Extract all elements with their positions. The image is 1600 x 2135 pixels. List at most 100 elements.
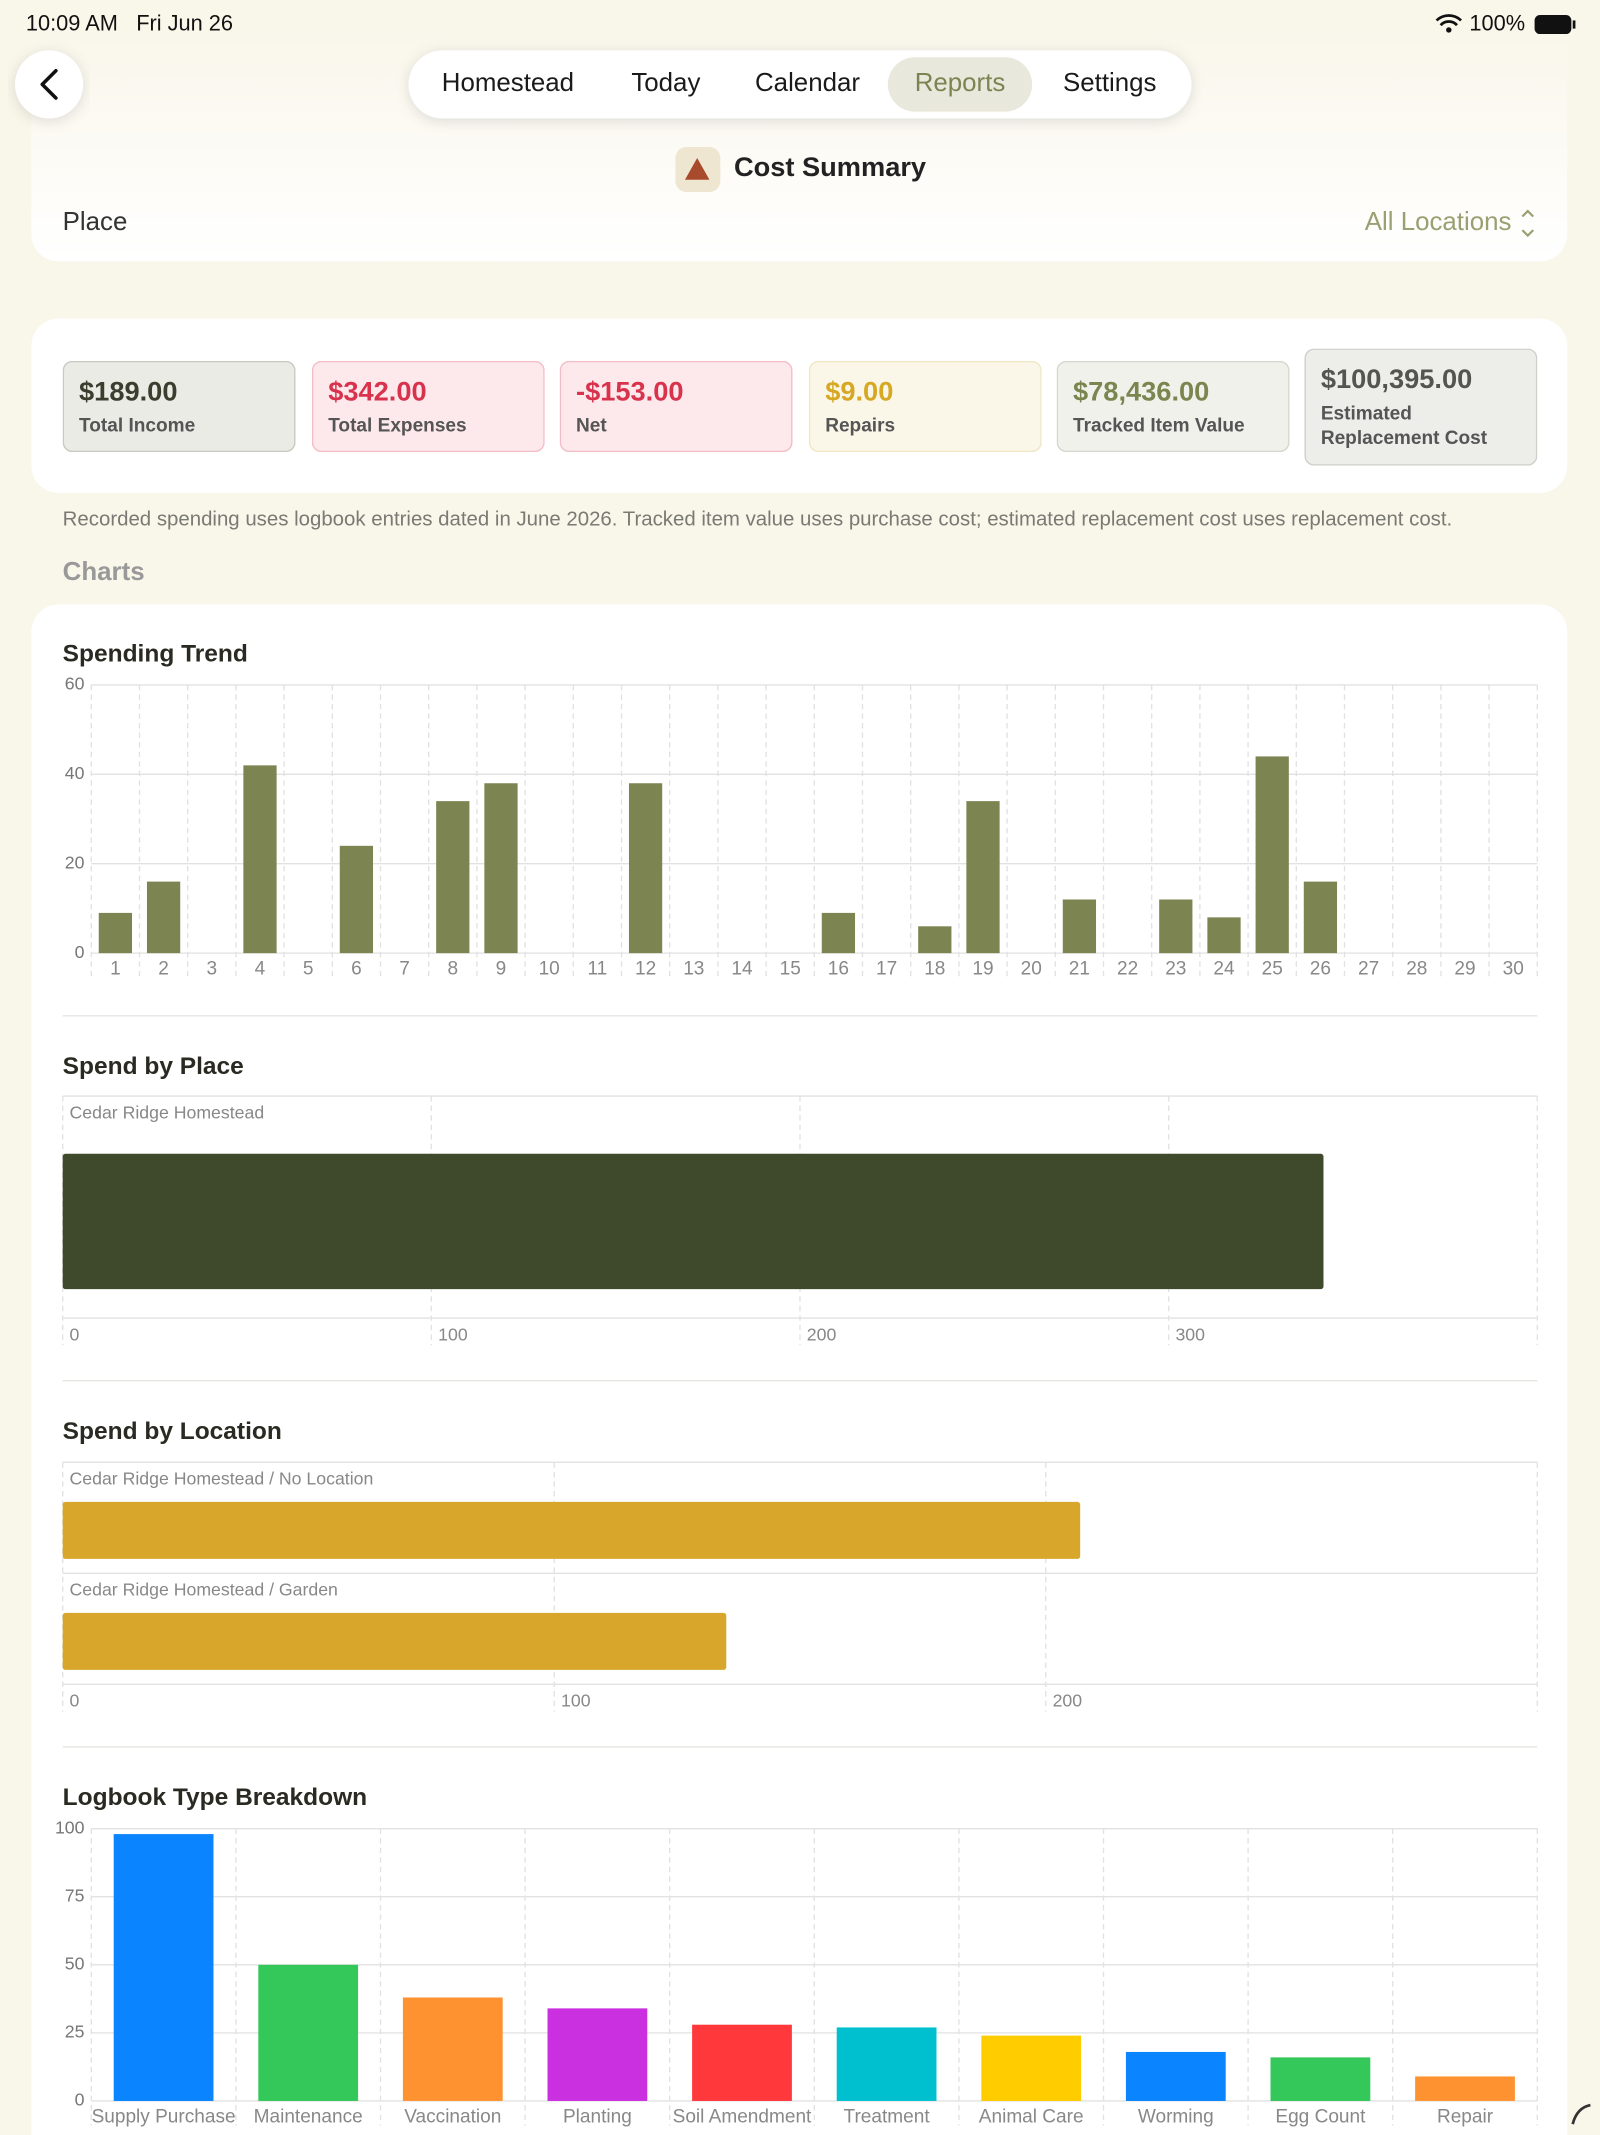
tab[interactable]: Reports	[915, 69, 1006, 97]
x-tick-label: 11	[588, 958, 608, 979]
resize-handle	[1571, 2103, 1591, 2125]
bar	[484, 783, 518, 954]
x-tick-label: 27	[1358, 958, 1379, 979]
bar	[98, 912, 133, 954]
bar	[1125, 2051, 1226, 2101]
bar	[1270, 2057, 1371, 2101]
x-tick-label: Soil Amendment	[673, 2106, 812, 2127]
card-value: $9.00	[825, 377, 894, 408]
bar	[436, 801, 470, 954]
x-tick-label: 7	[399, 958, 410, 979]
card-value: $189.00	[79, 377, 178, 408]
status-time: 10:09 AM	[26, 10, 118, 35]
x-tick-label: 0	[69, 1324, 79, 1344]
bar	[1415, 2076, 1515, 2101]
x-tick-label: 200	[807, 1324, 837, 1344]
charts-panel	[31, 604, 1568, 2135]
bar	[547, 2008, 648, 2101]
card-value: -$153.00	[576, 377, 684, 408]
back-button[interactable]	[15, 50, 84, 119]
x-tick-label: Worming	[1138, 2106, 1214, 2127]
chart-title: Spend by Location	[63, 1418, 282, 1445]
x-tick-label: Treatment	[844, 2106, 931, 2127]
card-box: $100,395.00 Estimated Replacement Cost	[1304, 348, 1538, 466]
bar	[1062, 899, 1097, 954]
battery-text: 100%	[1469, 10, 1525, 35]
tab[interactable]: Settings	[1063, 69, 1156, 97]
bar	[258, 1964, 359, 2101]
x-tick-label: 10	[539, 958, 560, 979]
card-box: $189.00 Total Income	[62, 360, 296, 453]
bar	[628, 783, 663, 954]
x-tick-label: 200	[1053, 1691, 1083, 1711]
chevron-icon	[1521, 209, 1534, 238]
x-tick-label: Repair	[1437, 2106, 1494, 2127]
card-label: Total Expenses	[328, 413, 467, 436]
bar	[1255, 756, 1289, 954]
x-tick-label: 3	[206, 958, 217, 979]
battery-icon	[1534, 14, 1572, 35]
tab[interactable]: Calendar	[755, 69, 860, 97]
summary-card: $100,395.00 Estimated Replacement Cost	[1304, 348, 1538, 466]
wifi-icon	[1435, 14, 1463, 27]
battery-tip	[1572, 20, 1576, 29]
x-tick-label: 9	[496, 958, 507, 979]
chart-title: Spending Trend	[63, 640, 248, 667]
back-icon	[40, 69, 58, 100]
x-tick-label: 0	[69, 1691, 79, 1711]
card-label: Repairs	[825, 413, 896, 436]
x-tick-label: Maintenance	[254, 2106, 363, 2127]
bar	[402, 1997, 503, 2101]
x-tick-label: 15	[780, 958, 801, 979]
y-tick-label: 0	[75, 942, 85, 962]
filter-label: Place	[63, 208, 128, 236]
bar	[918, 926, 952, 954]
y-tick-label: 20	[65, 852, 85, 872]
card-label: Tracked Item Value	[1073, 413, 1245, 436]
x-tick-label: 100	[438, 1324, 468, 1344]
x-tick-label: 1	[110, 958, 121, 979]
tab[interactable]: Today	[631, 69, 700, 97]
bar	[113, 1834, 214, 2101]
x-tick-label: 5	[303, 958, 314, 979]
x-tick-label: 29	[1454, 958, 1475, 979]
x-tick-label: 100	[561, 1691, 591, 1711]
bar	[966, 801, 1000, 954]
bar	[836, 2027, 937, 2101]
wifi-dot	[1446, 27, 1452, 33]
x-tick-label: 12	[635, 958, 656, 979]
x-tick-label: 20	[1021, 958, 1042, 979]
y-tick-label: 60	[65, 674, 85, 694]
x-tick-label: 16	[828, 958, 849, 979]
tab-selected	[887, 57, 1033, 112]
bar	[1303, 881, 1338, 954]
x-tick-label: Vaccination	[404, 2106, 501, 2127]
bar	[62, 1612, 727, 1670]
x-tick-label: 4	[255, 958, 266, 979]
bar	[62, 1153, 1324, 1290]
x-tick-label: 8	[447, 958, 458, 979]
bar	[62, 1501, 1081, 1559]
card-value: $78,436.00	[1073, 377, 1210, 408]
x-tick-label: 22	[1117, 958, 1138, 979]
filter-value[interactable]: All Locations	[1365, 208, 1512, 236]
summary-card: $342.00 Total Expenses	[311, 360, 545, 453]
x-tick-label: 25	[1262, 958, 1283, 979]
x-tick-label: 300	[1175, 1324, 1205, 1344]
x-tick-label: 13	[683, 958, 704, 979]
card-label: Estimated Replacement Cost	[1320, 401, 1488, 448]
app-icon-barn	[684, 157, 710, 180]
x-tick-label: 6	[351, 958, 362, 979]
note: Recorded spending uses logbook entries d…	[63, 509, 1453, 531]
card-label: Net	[576, 413, 607, 436]
y-tick-label: 40	[65, 763, 85, 783]
tab[interactable]: Homestead	[442, 69, 574, 97]
bar	[243, 765, 277, 954]
summary-card: $78,436.00 Tracked Item Value	[1056, 360, 1290, 453]
x-tick-label: Animal Care	[979, 2106, 1084, 2127]
row-label: Cedar Ridge Homestead	[69, 1102, 264, 1122]
section-title: Charts	[63, 558, 145, 586]
card-label: Total Income	[79, 413, 196, 436]
x-tick-label: 23	[1165, 958, 1186, 979]
